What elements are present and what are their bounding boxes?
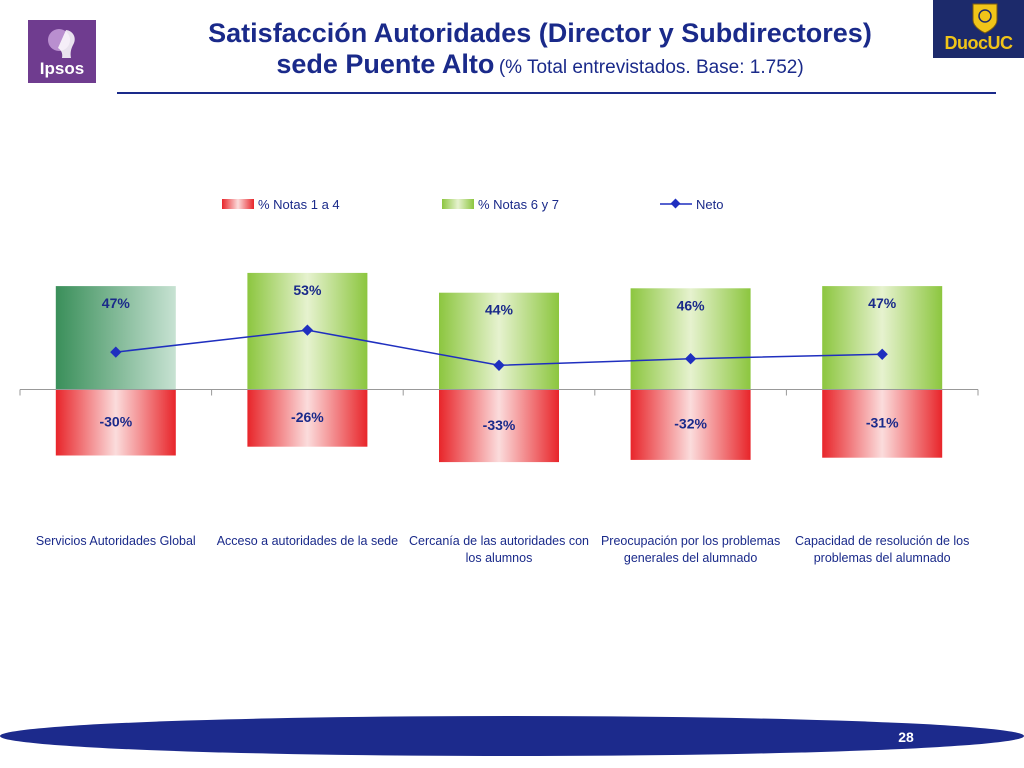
bar-positive-0	[55, 286, 176, 390]
slide-title: Satisfacción Autoridades (Director y Sub…	[110, 18, 970, 84]
bar-positive-4	[822, 286, 943, 390]
duoc-logo-text: DuocUC	[944, 33, 1014, 53]
data-label-negative-4: -31%	[866, 415, 899, 431]
data-label-positive-3: 46%	[677, 297, 706, 313]
stacked-bar-chart: % Notas 1 a 4 % Notas 6 y 7 Neto 47% -30% 53…	[19, 197, 979, 463]
neto-point-3	[684, 353, 697, 365]
bar-negative-2	[439, 389, 559, 463]
chart-legend: % Notas 1 a 4 % Notas 6 y 7 Neto	[222, 197, 723, 212]
ipsos-logo-text: Ipsos	[39, 59, 85, 78]
title-line-2: sede Puente Alto	[276, 49, 495, 79]
legend-label-1: % Notas 6 y 7	[478, 197, 559, 212]
data-label-negative-3: -32%	[674, 416, 707, 432]
legend-swatch-0	[222, 199, 254, 209]
legend-label-2: Neto	[696, 197, 723, 212]
legend-label-0: % Notas 1 a 4	[258, 197, 340, 212]
category-label-2: Cercanía de las autoridades con los alum…	[409, 534, 589, 565]
category-label-3: Preocupación por los problemas generales…	[600, 534, 781, 565]
duoc-logo: DuocUC	[933, 0, 1024, 58]
bar-positive-3	[630, 288, 751, 390]
data-label-negative-2: -33%	[483, 417, 516, 433]
neto-point-1	[301, 324, 314, 336]
category-label-1: Acceso a autoridades de la sede	[216, 534, 399, 548]
category-label-0: Servicios Autoridades Global	[35, 534, 196, 548]
data-label-positive-2: 44%	[485, 302, 514, 318]
footer-band	[0, 716, 1024, 756]
bar-negative-3	[630, 389, 751, 460]
data-label-positive-0: 47%	[102, 295, 131, 311]
title-line-1: Satisfacción Autoridades (Director y Sub…	[208, 18, 872, 48]
legend-marker-neto	[670, 198, 681, 209]
legend-swatch-1	[442, 199, 474, 209]
data-label-negative-0: -30%	[99, 414, 132, 430]
title-divider	[117, 92, 996, 94]
crest-icon	[972, 3, 998, 34]
data-label-positive-1: 53%	[293, 282, 322, 298]
category-label-4: Capacidad de resolución de los problemas…	[794, 534, 970, 565]
neto-point-4	[876, 348, 888, 360]
neto-point-2	[493, 359, 505, 371]
bar-negative-4	[822, 389, 943, 458]
ipsos-face-icon	[48, 29, 75, 58]
ipsos-logo: Ipsos	[28, 20, 96, 83]
title-subtitle: (% Total entrevistados. Base: 1.752)	[498, 57, 804, 78]
bar-negative-1	[247, 389, 368, 447]
data-label-negative-1: -26%	[291, 409, 324, 425]
bar-negative-0	[55, 389, 176, 456]
bar-positive-2	[439, 292, 559, 390]
data-label-positive-4: 47%	[868, 295, 897, 311]
page-number: 28	[898, 729, 914, 745]
